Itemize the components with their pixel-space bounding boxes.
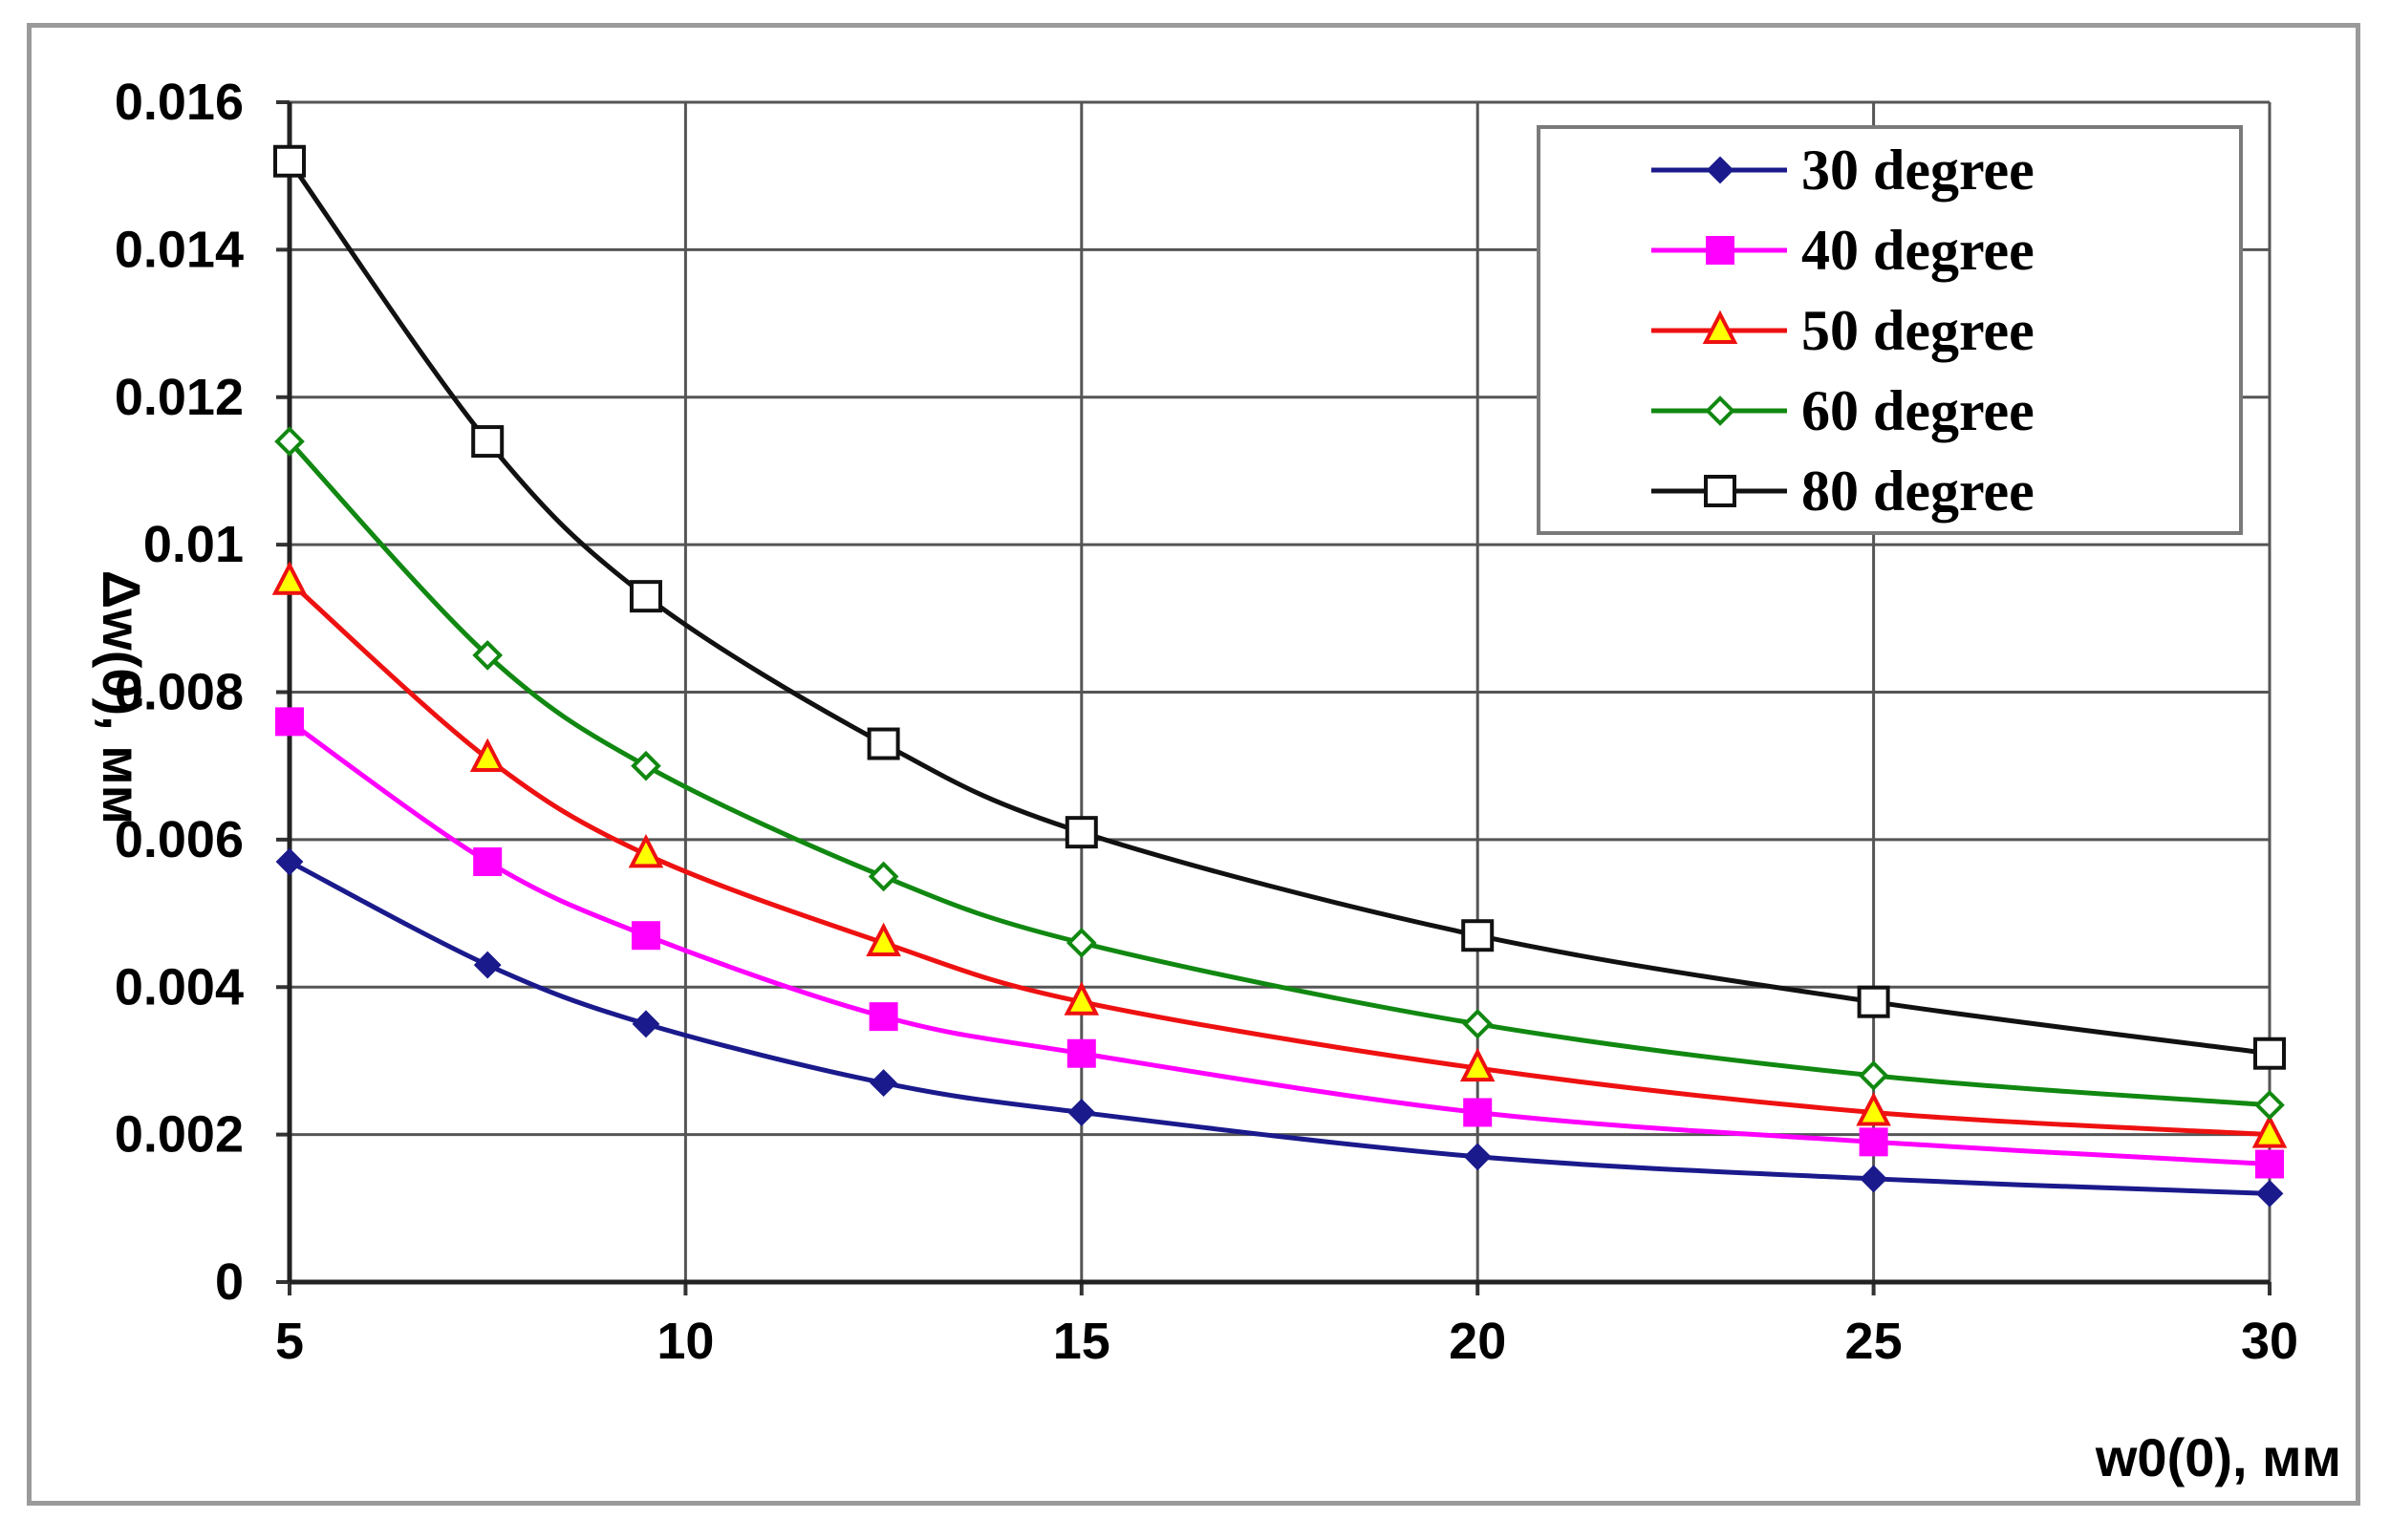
legend-label: 80 degree <box>1801 460 2035 523</box>
data-point <box>2256 1151 2283 1178</box>
x-tick-label: 25 <box>1845 1313 1903 1370</box>
data-point <box>276 708 303 735</box>
y-tick-label: 0.002 <box>115 1106 244 1164</box>
data-point <box>275 147 304 176</box>
data-point <box>275 566 304 593</box>
data-point <box>473 427 502 456</box>
data-point <box>1465 1144 1490 1169</box>
data-point <box>1463 921 1492 950</box>
series-30-degree <box>277 849 2282 1206</box>
data-point <box>1465 1012 1490 1037</box>
y-axis-label: Δw(0), мм <box>92 570 152 824</box>
legend: 30 degree 40 degree 50 degree 60 degree 80 d… <box>1539 127 2241 533</box>
line-chart: 00.0020.0040.0060.0080.010.0120.0140.016… <box>0 0 2390 1540</box>
series-line <box>290 721 2270 1164</box>
data-point <box>1068 1040 1095 1067</box>
series-50-degree <box>275 566 2284 1146</box>
data-point <box>2257 1093 2282 1118</box>
data-point <box>1067 818 1096 846</box>
data-point <box>634 1012 658 1037</box>
legend-label: 60 degree <box>1801 379 2035 442</box>
y-tick-label: 0.014 <box>115 221 244 278</box>
data-point <box>632 582 660 610</box>
data-point <box>872 864 896 888</box>
data-point <box>1069 930 1094 955</box>
legend-label: 50 degree <box>1801 299 2035 362</box>
y-tick-label: 0.004 <box>115 958 244 1016</box>
legend-label: 40 degree <box>1801 219 2035 282</box>
series-line <box>290 582 2270 1135</box>
x-tick-label: 10 <box>657 1313 714 1370</box>
x-tick-label: 20 <box>1449 1313 1506 1370</box>
data-point <box>1862 1166 1886 1191</box>
data-point <box>1464 1099 1491 1125</box>
y-tick-label: 0 <box>215 1253 244 1311</box>
legend-marker <box>1706 477 1734 505</box>
data-point <box>475 952 500 977</box>
data-point <box>2255 1039 2284 1068</box>
y-tick-label: 0.012 <box>115 369 244 426</box>
data-point <box>633 922 659 949</box>
data-point <box>474 848 501 875</box>
x-tick-label: 5 <box>275 1313 304 1370</box>
data-point <box>870 730 898 759</box>
data-point <box>1860 988 1888 1016</box>
legend-label: 30 degree <box>1801 139 2035 202</box>
x-tick-label: 15 <box>1053 1313 1110 1370</box>
y-tick-label: 0.01 <box>143 516 244 573</box>
data-point <box>2257 1181 2282 1206</box>
data-point <box>872 1071 896 1096</box>
legend-marker <box>1707 237 1733 264</box>
data-point <box>1069 1100 1094 1124</box>
y-tick-label: 0.016 <box>115 74 244 131</box>
x-tick-label: 30 <box>2241 1313 2298 1370</box>
data-point <box>473 742 502 770</box>
data-point <box>277 849 302 874</box>
data-point <box>634 754 658 779</box>
data-point <box>871 1003 897 1030</box>
data-point <box>1862 1063 1886 1088</box>
data-point <box>1861 1128 1887 1155</box>
x-axis-label: w0(0), мм <box>2095 1427 2341 1487</box>
series-40-degree <box>276 708 2283 1177</box>
